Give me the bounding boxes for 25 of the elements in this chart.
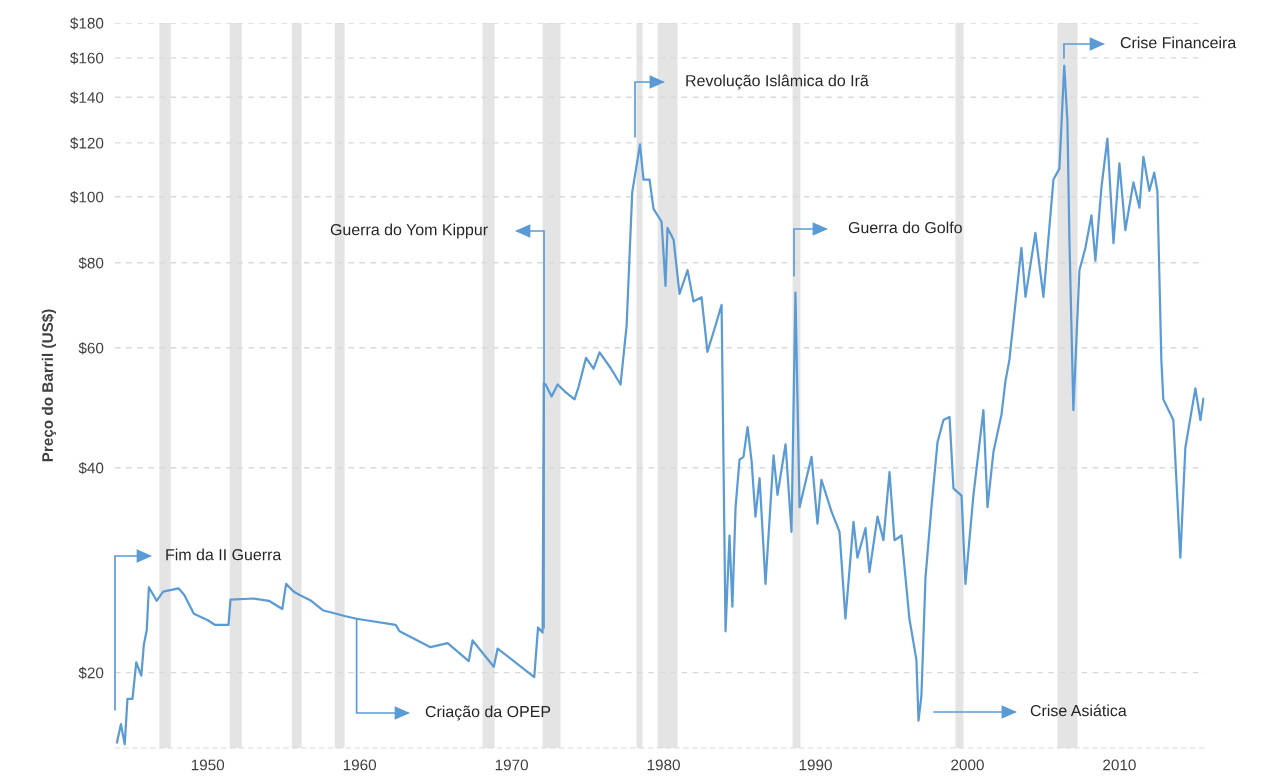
y-tick-label: $140 [70, 91, 104, 104]
x-tick-label: 1980 [647, 759, 680, 771]
line-series [115, 64, 1205, 746]
y-tick-label: $20 [78, 666, 104, 680]
x-tick-label: 1950 [191, 759, 225, 771]
x-tick-label: 1960 [343, 759, 377, 771]
x-tick-label: 2010 [1103, 759, 1136, 771]
annotation: Guerra do Yom Kippur [330, 223, 488, 239]
annotation: Fim da II Guerra [166, 548, 282, 561]
y-tick-label: $160 [70, 52, 104, 65]
y-tick-label: $40 [78, 461, 104, 475]
y-tick-label: $120 [70, 137, 104, 150]
y-tick-label: $80 [78, 256, 104, 270]
y-axis-title: Preço do Barril (US$) [41, 309, 57, 462]
x-tick-label: 2000 [951, 759, 984, 771]
y-tick-label: $60 [78, 342, 104, 355]
annotation: Crise Financeira [1120, 36, 1237, 49]
annotation: Criação da OPEP [425, 705, 551, 721]
x-tick-label: 1990 [799, 759, 832, 771]
x-tick-label: 1970 [495, 759, 528, 771]
annotation: Guerra do Golfo [848, 221, 962, 234]
annotation: Revolução Islâmica do Irã [686, 74, 869, 90]
y-tick-label: $180 [70, 17, 104, 30]
annotation: Crise Asiática [1030, 704, 1127, 717]
y-tick-label: $100 [70, 191, 104, 204]
